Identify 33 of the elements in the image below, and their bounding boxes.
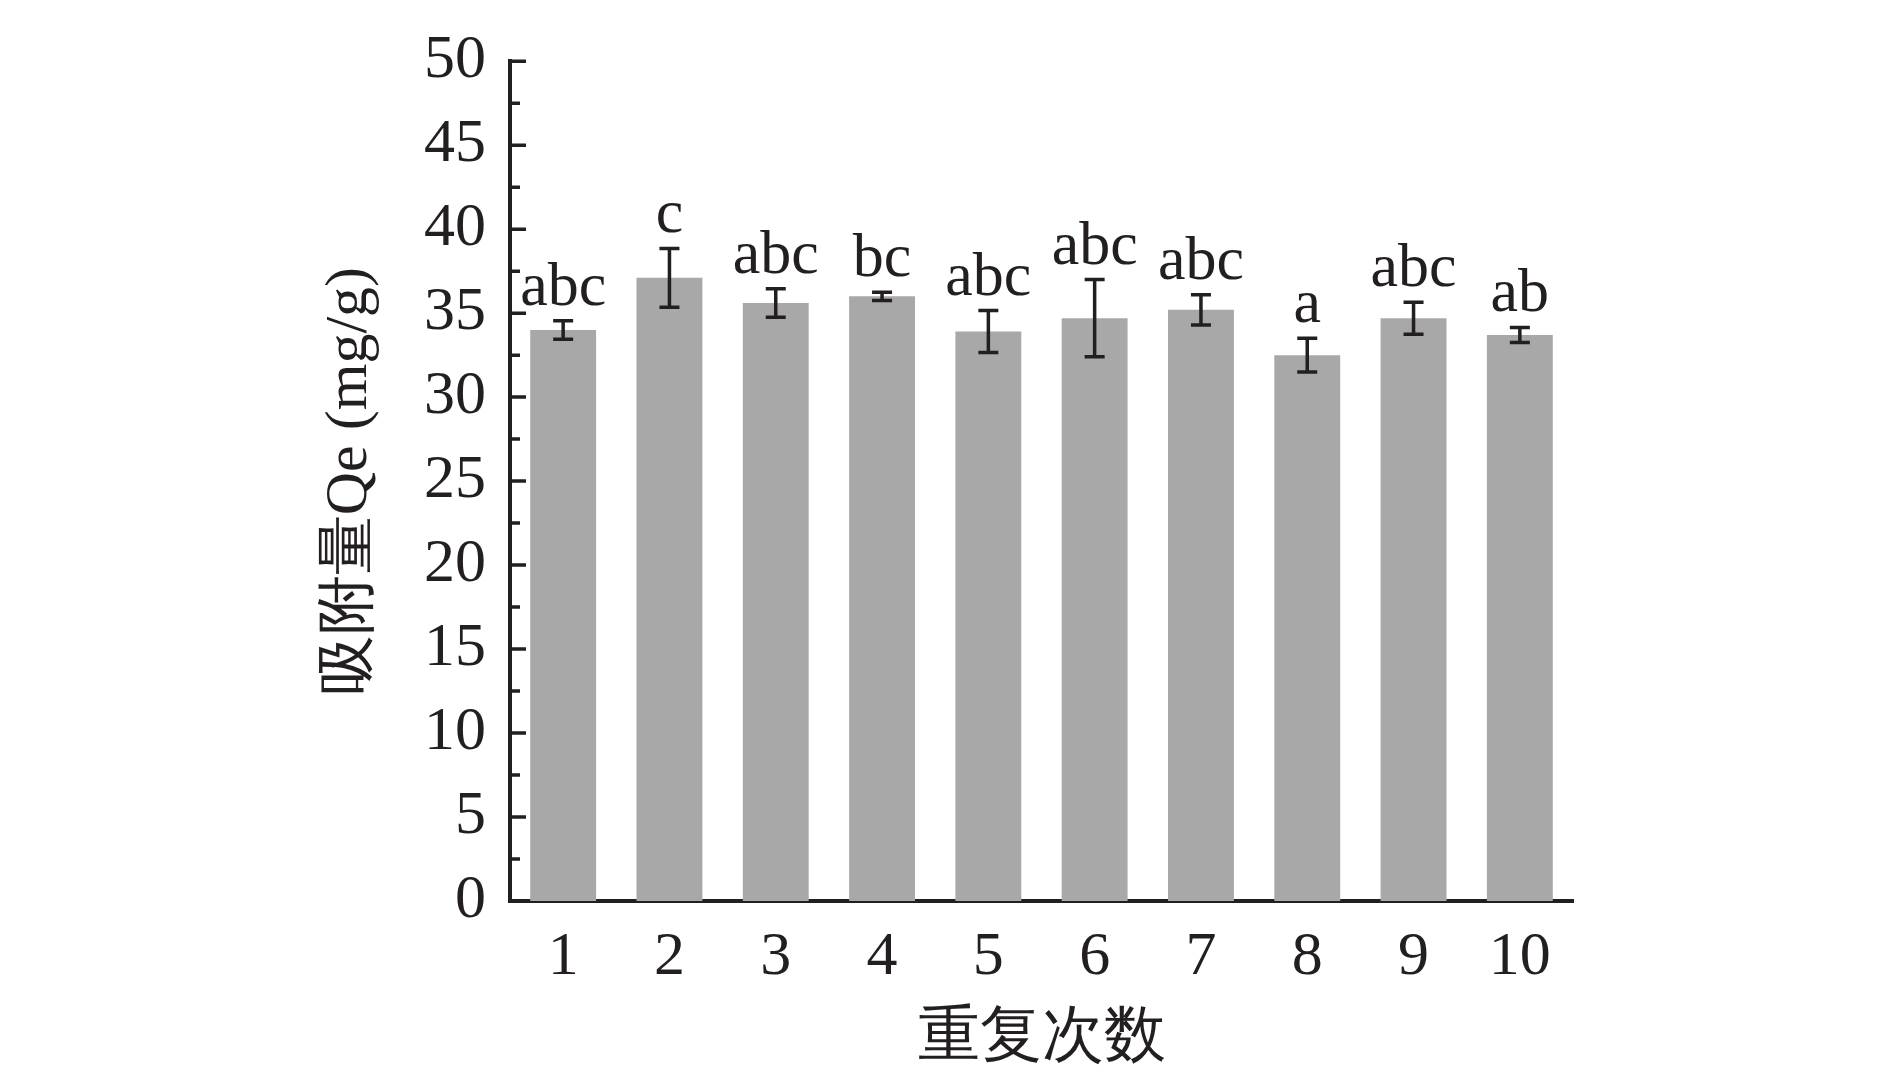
annotation: a xyxy=(1293,267,1322,336)
y-tick-label: 10 xyxy=(424,694,486,763)
x-tick-label: 9 xyxy=(1398,919,1430,988)
x-tick-label: 6 xyxy=(1079,919,1111,988)
annotation: ab xyxy=(1490,256,1550,325)
y-axis-title: 吸附量Qe (mg/g) xyxy=(312,266,379,696)
annotation: abc xyxy=(520,249,607,318)
y-tick-label: 20 xyxy=(424,526,486,595)
y-tick-label: 40 xyxy=(424,190,486,259)
x-axis-title: 重复次数 xyxy=(917,1000,1166,1069)
y-tick-label: 15 xyxy=(424,610,486,679)
annotation: c xyxy=(655,177,684,246)
x-tick-label: 4 xyxy=(866,919,898,988)
y-tick-label: 30 xyxy=(424,358,486,427)
x-tick-label: 5 xyxy=(972,919,1004,988)
x-tick-label: 8 xyxy=(1291,919,1323,988)
y-tick-label: 25 xyxy=(424,442,486,511)
x-tick-label: 10 xyxy=(1488,919,1551,988)
y-tick-label: 45 xyxy=(424,106,486,175)
y-tick-label: 35 xyxy=(424,274,486,343)
annotation: abc xyxy=(732,217,819,286)
annotation: abc xyxy=(1157,223,1244,292)
annotation: abc xyxy=(1051,208,1138,277)
y-tick-label: 0 xyxy=(455,862,486,931)
x-tick-label: 3 xyxy=(760,919,792,988)
y-tick-label: 5 xyxy=(455,778,486,847)
annotation: abc xyxy=(945,239,1032,308)
annotation: abc xyxy=(1370,231,1457,300)
annotation: bc xyxy=(852,221,912,290)
x-tick-label: 2 xyxy=(653,919,685,988)
y-tick-label: 50 xyxy=(424,22,486,91)
x-tick-label: 1 xyxy=(547,919,579,988)
x-tick-label: 7 xyxy=(1185,919,1217,988)
